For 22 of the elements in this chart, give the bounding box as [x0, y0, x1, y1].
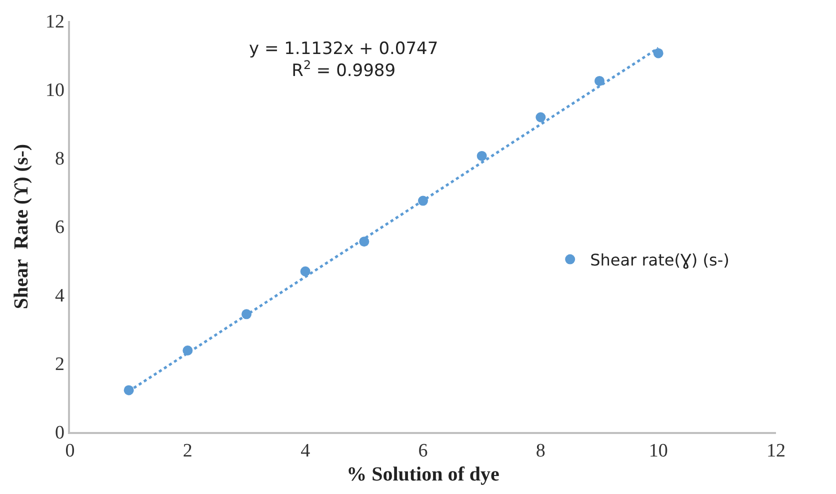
x-tick-label: 12 [766, 440, 786, 462]
x-axis-title: % Solution of dye [346, 464, 500, 486]
point [300, 266, 310, 276]
legend-label: Shear rate(Ɣ) (s-) [590, 250, 730, 270]
y-tick-label: 8 [54, 148, 64, 170]
point [476, 150, 487, 161]
y-axis-title: Shear Rate (ϒ) (s-) [10, 144, 32, 310]
annotation: y = 1.1132x + 0.0747 R$^{2}$ = 0.9989 [249, 39, 438, 82]
y-tick-label: 10 [45, 80, 64, 102]
x-tick-label: 4 [300, 440, 311, 462]
y-tick-label: 4 [54, 286, 65, 307]
y-tick-label: 12 [45, 12, 64, 33]
point [653, 48, 664, 58]
y-tick-label: 6 [54, 217, 64, 238]
x-tick-label: 10 [648, 440, 668, 462]
y-tick-label: 0 [54, 422, 64, 444]
x-tick-label: 6 [418, 440, 428, 462]
point [536, 112, 546, 122]
point [594, 76, 604, 86]
x-tick-label: 8 [536, 440, 546, 462]
y-tick-label: 2 [54, 354, 64, 376]
x-tick-label: 2 [182, 440, 192, 462]
